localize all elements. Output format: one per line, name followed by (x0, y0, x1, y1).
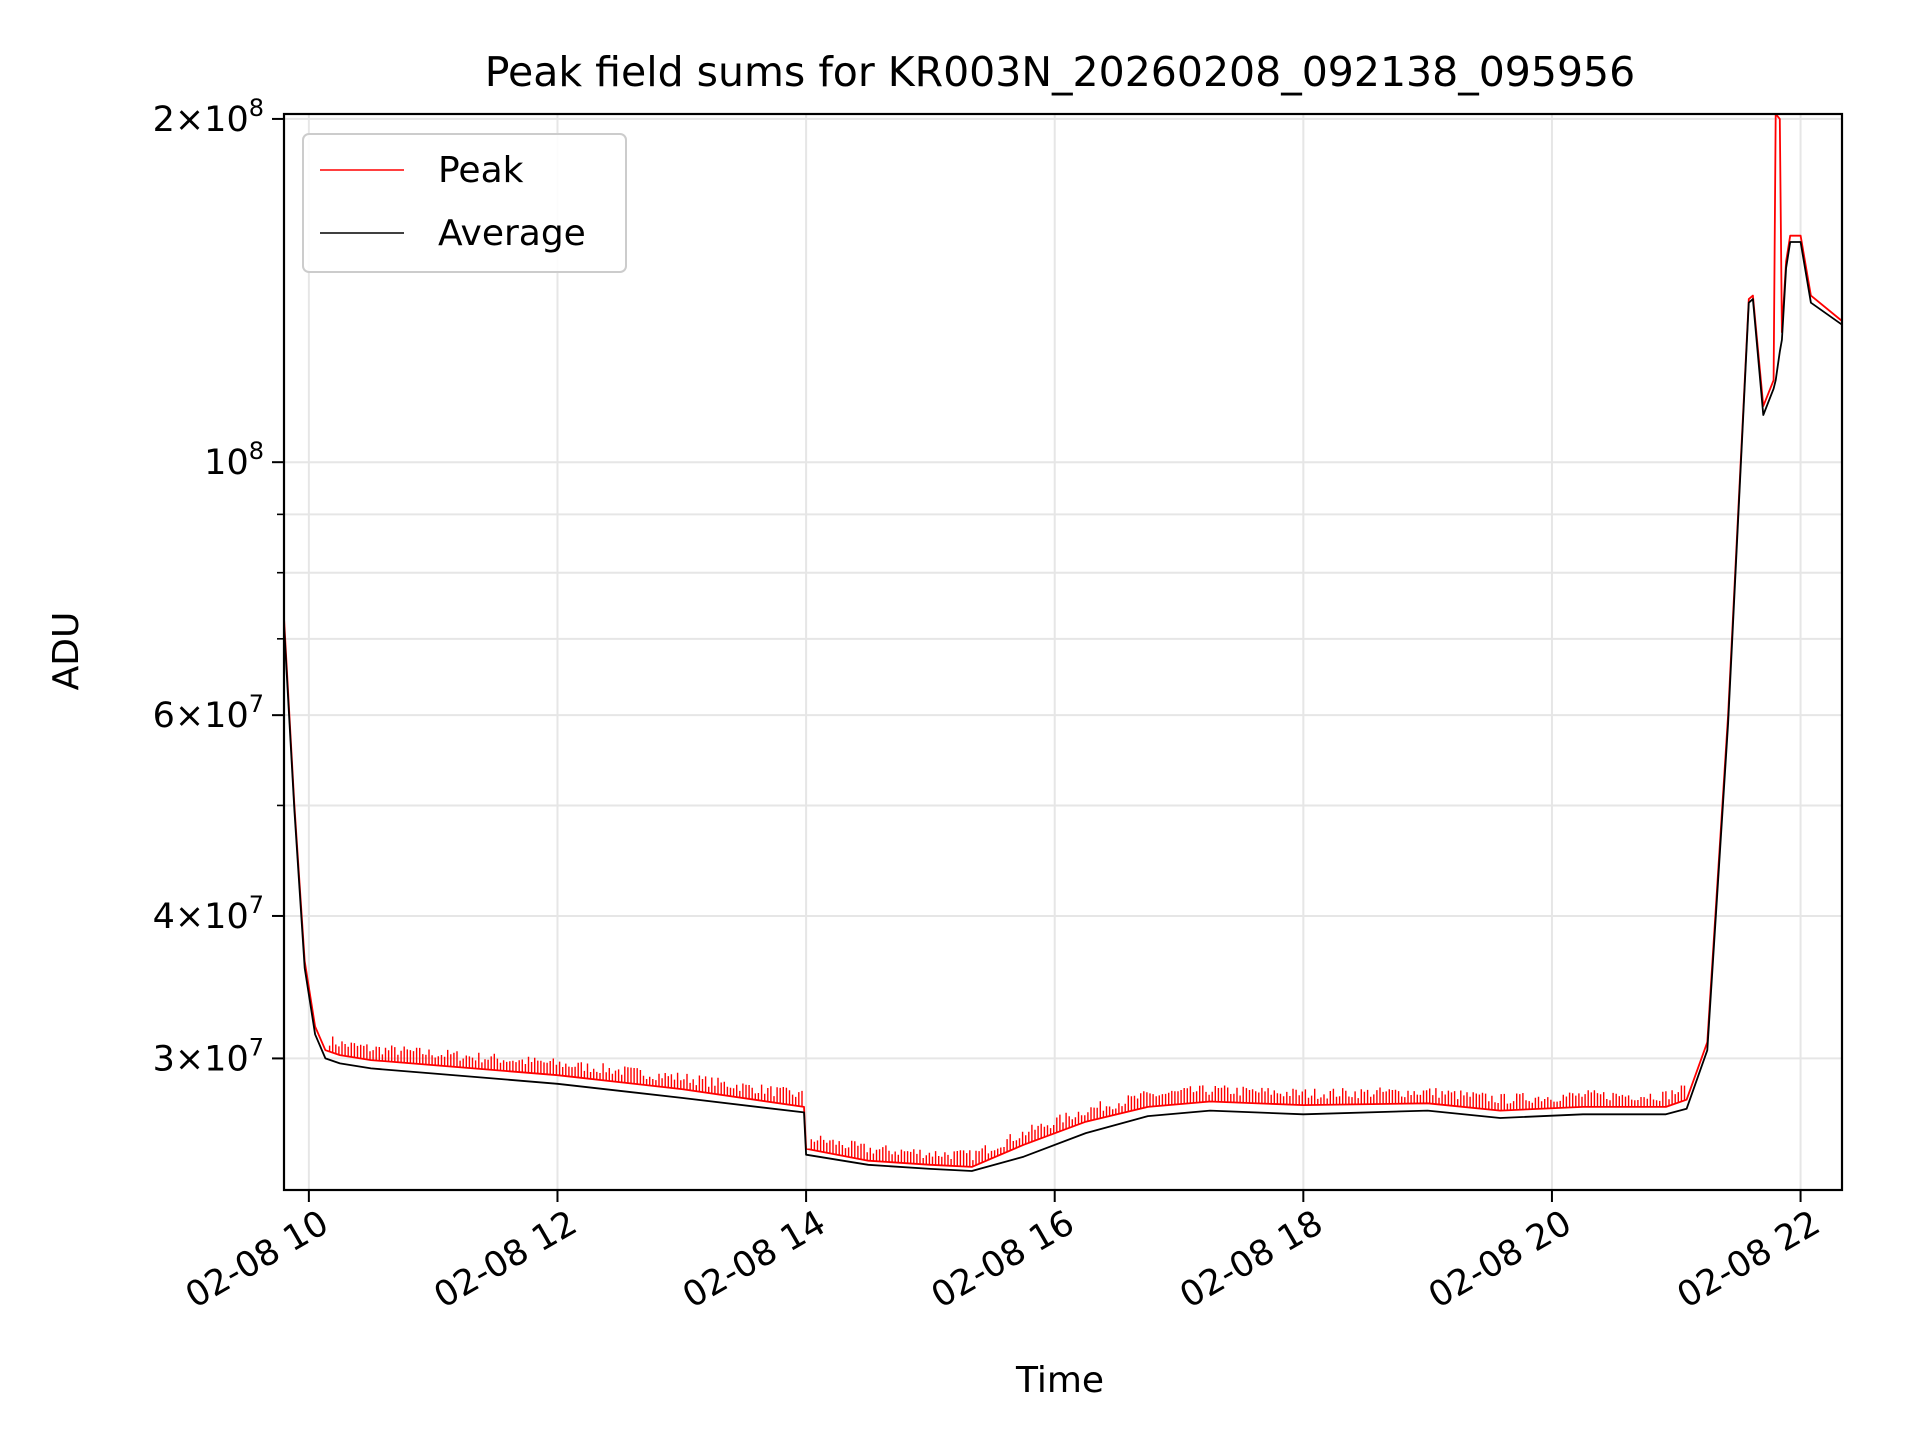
plot-frame (282, 112, 1844, 1192)
chart-title: Peak field sums for KR003N_20260208_0921… (485, 48, 1635, 96)
y-tick-label: 6×107 (153, 690, 264, 736)
gridlines (284, 114, 1842, 1190)
series-spikes-peak (328, 1036, 1686, 1167)
y-tick-label: 108 (204, 437, 264, 483)
series-line-average (283, 241, 1843, 1172)
y-tick-label: 4×107 (153, 891, 264, 937)
legend-label-average: Average (438, 213, 586, 254)
series-line-peak (283, 113, 1843, 1168)
legend-label-peak: Peak (438, 150, 524, 191)
series-group (283, 113, 1843, 1172)
y-axis-label: ADU (46, 612, 87, 691)
legend-box (302, 133, 627, 273)
y-axis: 3×107 4×107 6×107 108 2×108 (153, 94, 284, 1079)
x-axis-label: Time (1015, 1360, 1104, 1401)
legend: Peak Average (302, 133, 627, 273)
y-tick-label: 2×108 (153, 94, 264, 140)
y-tick-label: 3×107 (153, 1033, 264, 1079)
